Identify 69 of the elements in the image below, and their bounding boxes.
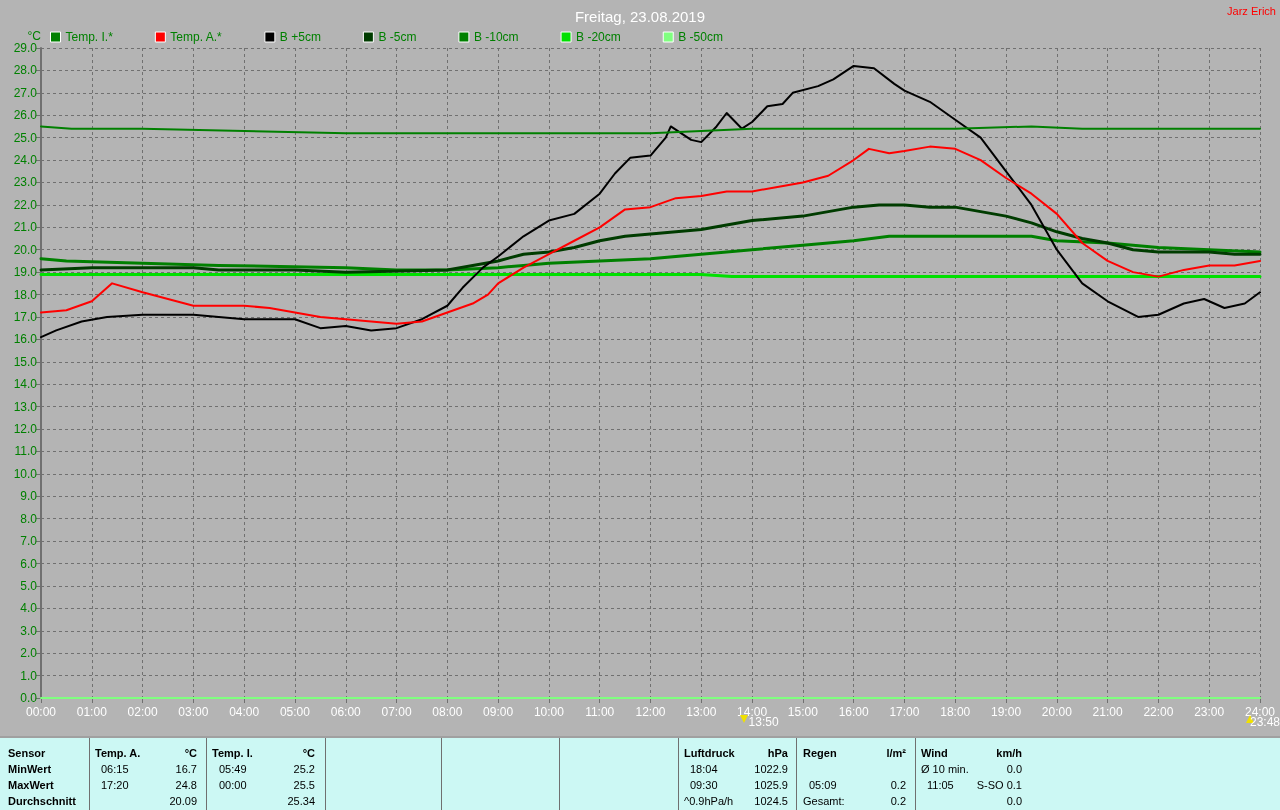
y-tick-label: 8.0 [20, 511, 38, 526]
legend-label: B -10cm [473, 30, 519, 44]
y-tick-label: 17.0 [13, 309, 38, 324]
y-tick-label: 29.0 [13, 41, 38, 55]
chart-title: Freitag, 23.08.2019 [574, 8, 706, 25]
y-tick-label: 7.0 [20, 534, 38, 549]
x-tick-label: 09:00 [483, 705, 514, 719]
y-tick-label: 3.0 [20, 623, 38, 638]
x-tick-label: 04:00 [229, 705, 260, 719]
x-tick-label: 15:00 [787, 705, 819, 719]
y-tick-label: 13.0 [13, 399, 38, 414]
x-tick-label: 01:00 [76, 705, 108, 719]
legend-label: B -5cm [378, 30, 417, 44]
y-tick-label: 9.0 [20, 489, 38, 504]
x-tick-label: 08:00 [432, 705, 463, 719]
y-tick-label: 19.0 [13, 265, 38, 280]
y-tick-label: 11.0 [14, 444, 38, 459]
line-series [40, 125, 1261, 135]
x-tick-label: 23:00 [1194, 705, 1225, 719]
line-series [40, 64, 1261, 339]
legend-label: Temp. I.* [65, 30, 114, 44]
x-tick-label: 17:00 [889, 705, 920, 719]
x-tick-label: 22:00 [1143, 705, 1174, 719]
y-tick-label: 5.0 [20, 578, 38, 593]
x-tick-label: 19:00 [991, 705, 1022, 719]
x-tick-label: 20:00 [1041, 705, 1073, 719]
line-series [40, 145, 1261, 325]
x-tick-label: 10:00 [533, 705, 565, 719]
y-tick-label: 12.0 [13, 422, 38, 437]
text: Jarz Erich [1227, 5, 1276, 17]
y-tick-label: 6.0 [20, 556, 38, 571]
y-tick-label: 21.0 [13, 220, 38, 235]
y-tick-label: 20.0 [13, 242, 38, 257]
y-tick-label: 2.0 [20, 646, 38, 661]
y-axis-title: °C [27, 29, 42, 43]
x-tick-label: 12:00 [635, 705, 666, 719]
x-tick-label: 07:00 [381, 705, 412, 719]
x-tick-label: 03:00 [178, 705, 209, 719]
legend-label: B -20cm [576, 30, 621, 44]
line-series [39, 203, 1262, 274]
x-tick-label: 05:00 [279, 705, 311, 719]
x-tick-label: 06:00 [330, 705, 362, 719]
y-tick-label: 1.0 [20, 668, 38, 683]
y-tick-label: 24.0 [13, 153, 38, 168]
y-tick-label: 18.0 [13, 287, 38, 302]
y-tick-label: 28.0 [13, 63, 38, 78]
y-tick-label: 23.0 [13, 175, 38, 190]
x-tick-label: 13:00 [686, 705, 717, 719]
summary-table: Sensor Temp. A. °C Temp. I. °C Luftdruck hPa Regen l/m² Wind km/h MinWert 06:15 16.7 05:49 25.2 18:04 1022.9 Ø 10 min. 0.0 MaxWert 17:20 24.8 00:00 25.5 09:30 1025.9 05:09 0.2 11:05 S-SO 0.1 Durchschnitt 20.09 25.34 ^0.9hPa/h 1024.5 Gesamt: 0.2 0.0 [0, 736, 1280, 810]
x-tick-label: 18:00 [940, 705, 971, 719]
legend-label: B -50cm [678, 30, 723, 44]
y-tick-label: 4.0 [20, 601, 38, 616]
y-tick-label: 0.0 [20, 691, 38, 705]
legend-label: B +5cm [279, 30, 321, 44]
y-tick-label: 10.0 [13, 466, 38, 481]
y-tick-label: 27.0 [13, 85, 38, 100]
y-tick-label: 16.0 [13, 332, 38, 347]
y-tick-label: 14.0 [13, 377, 38, 392]
y-tick-label: 15.0 [13, 354, 38, 369]
x-tick-label: 02:00 [127, 705, 158, 719]
y-tick-label: 26.0 [13, 108, 38, 123]
x-tick-label: 21:00 [1092, 705, 1123, 719]
x-tick-label: 11:00 [585, 705, 615, 719]
y-tick-label: 22.0 [13, 197, 38, 212]
x-tick-label: 00:00 [25, 705, 57, 719]
line-series [39, 234, 1262, 272]
y-tick-label: 25.0 [13, 130, 38, 145]
legend-label: Temp. A.* [170, 30, 223, 44]
x-tick-label: 16:00 [838, 705, 870, 719]
